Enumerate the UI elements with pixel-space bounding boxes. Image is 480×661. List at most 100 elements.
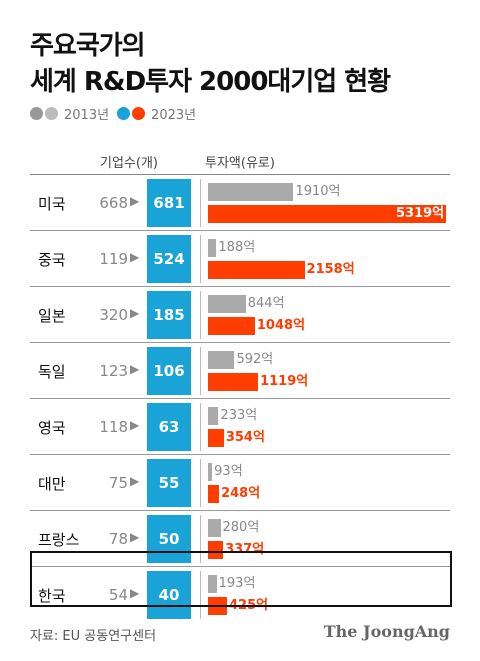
arrow-icon: ▶ <box>130 418 140 432</box>
count-2023-box: 55 <box>147 459 191 507</box>
arrow-icon: ▶ <box>130 250 140 264</box>
country-label: 미국 <box>38 195 66 213</box>
bar-2013 <box>208 407 219 425</box>
row-divider <box>30 342 450 343</box>
bar-2013 <box>208 519 221 537</box>
arrow-icon: ▶ <box>130 530 140 544</box>
table-row: 한국 54 ▶ 40 193억 425억 <box>30 567 450 623</box>
bar-2023 <box>208 261 305 279</box>
count-2013: 668 <box>99 194 128 212</box>
legend-dot-2013-b <box>45 107 58 120</box>
value-label-2023: 354억 <box>225 430 265 445</box>
bar-2013 <box>208 575 217 593</box>
column-divider <box>200 179 201 227</box>
row-divider <box>30 510 450 511</box>
count-2023-box: 40 <box>147 571 191 619</box>
count-2013: 119 <box>99 250 128 268</box>
header-investment: 투자액(유로) <box>205 156 275 171</box>
country-label: 중국 <box>38 251 66 269</box>
legend-label-2023: 2023년 <box>151 108 197 123</box>
value-label-2013: 233억 <box>220 408 258 423</box>
count-2023-box: 106 <box>147 347 191 395</box>
count-2013: 54 <box>108 586 128 604</box>
count-2013: 78 <box>108 530 128 548</box>
table-row: 일본 320 ▶ 185 844억 1048억 <box>30 287 450 343</box>
value-label-2013: 188억 <box>218 240 256 255</box>
korea-highlight-box <box>30 551 452 607</box>
row-divider <box>30 286 450 287</box>
header-divider <box>30 174 450 175</box>
count-2023-box: 50 <box>147 515 191 563</box>
country-label: 독일 <box>38 363 66 381</box>
count-2023-box: 524 <box>147 235 191 283</box>
bar-2013 <box>208 295 246 313</box>
value-label-2023: 2158억 <box>306 262 355 277</box>
country-label: 한국 <box>38 587 66 605</box>
value-label-2023: 1119억 <box>260 374 309 389</box>
title-line-2: 세계 R&D투자 2000대기업 현황 <box>30 67 391 97</box>
table-row: 영국 118 ▶ 63 233억 354억 <box>30 399 450 455</box>
legend-dot-2023-a <box>117 107 131 120</box>
country-label: 영국 <box>38 419 66 437</box>
header-company-count: 기업수(개) <box>100 156 158 171</box>
bar-2023 <box>208 429 224 447</box>
bar-2013 <box>208 239 217 257</box>
column-divider <box>200 291 201 339</box>
value-label-2013: 1910억 <box>295 184 341 199</box>
legend-label-2013: 2013년 <box>64 108 110 123</box>
value-label-2023: 337억 <box>225 542 265 557</box>
legend-dot-2013-a <box>30 107 43 120</box>
table-row: 미국 668 ▶ 681 1910억 5319억 <box>30 175 450 231</box>
bar-2023 <box>208 317 255 335</box>
table-row: 독일 123 ▶ 106 592억 1119억 <box>30 343 450 399</box>
title-line-1: 주요국가의 <box>30 31 146 61</box>
arrow-icon: ▶ <box>130 362 140 376</box>
column-divider <box>200 571 201 619</box>
count-2023-box: 681 <box>147 179 191 227</box>
brand-logo: The JoongAng <box>323 622 450 641</box>
bar-2013 <box>208 463 213 481</box>
arrow-icon: ▶ <box>130 306 140 320</box>
arrow-icon: ▶ <box>130 474 140 488</box>
count-2023-box: 185 <box>147 291 191 339</box>
count-2013: 75 <box>108 474 128 492</box>
arrow-icon: ▶ <box>130 194 140 208</box>
value-label-2013: 193억 <box>218 576 256 591</box>
value-label-2023: 1048억 <box>256 318 306 333</box>
value-label-2023: 248억 <box>221 486 261 501</box>
value-label-2013: 844억 <box>247 296 285 311</box>
legend-dot-2023-b <box>132 107 146 120</box>
bar-2013 <box>208 351 235 369</box>
bar-2023 <box>208 485 220 503</box>
count-2013: 118 <box>99 418 128 436</box>
country-label: 일본 <box>38 307 66 325</box>
table-row: 대만 75 ▶ 55 93억 248억 <box>30 455 450 511</box>
country-label: 대만 <box>38 475 66 493</box>
country-label: 프랑스 <box>38 531 80 549</box>
bar-2023 <box>208 541 224 559</box>
row-divider <box>30 566 450 567</box>
bar-2023 <box>208 373 259 391</box>
table-row: 중국 119 ▶ 524 188억 2158억 <box>30 231 450 287</box>
column-divider <box>200 459 201 507</box>
value-label-2013: 280억 <box>222 520 260 535</box>
row-divider <box>30 230 450 231</box>
bar-2023 <box>208 205 446 223</box>
value-label-2013: 592억 <box>236 352 274 367</box>
column-divider <box>200 235 201 283</box>
count-2023-box: 63 <box>147 403 191 451</box>
value-label-2023: 5319억 <box>396 206 445 221</box>
count-2013: 123 <box>99 362 128 380</box>
row-divider <box>30 454 450 455</box>
bar-2013 <box>208 183 294 201</box>
count-2013: 320 <box>99 306 128 324</box>
column-divider <box>200 515 201 563</box>
table-row: 프랑스 78 ▶ 50 280억 337억 <box>30 511 450 567</box>
legend: 2013년 2023년 <box>30 104 204 123</box>
chart-title: 주요국가의 세계 R&D투자 2000대기업 현황 <box>30 28 391 100</box>
value-label-2013: 93억 <box>214 464 243 479</box>
column-divider <box>200 347 201 395</box>
arrow-icon: ▶ <box>130 586 140 600</box>
source-note: 자료: EU 공동연구센터 <box>30 629 157 644</box>
row-divider <box>30 398 450 399</box>
